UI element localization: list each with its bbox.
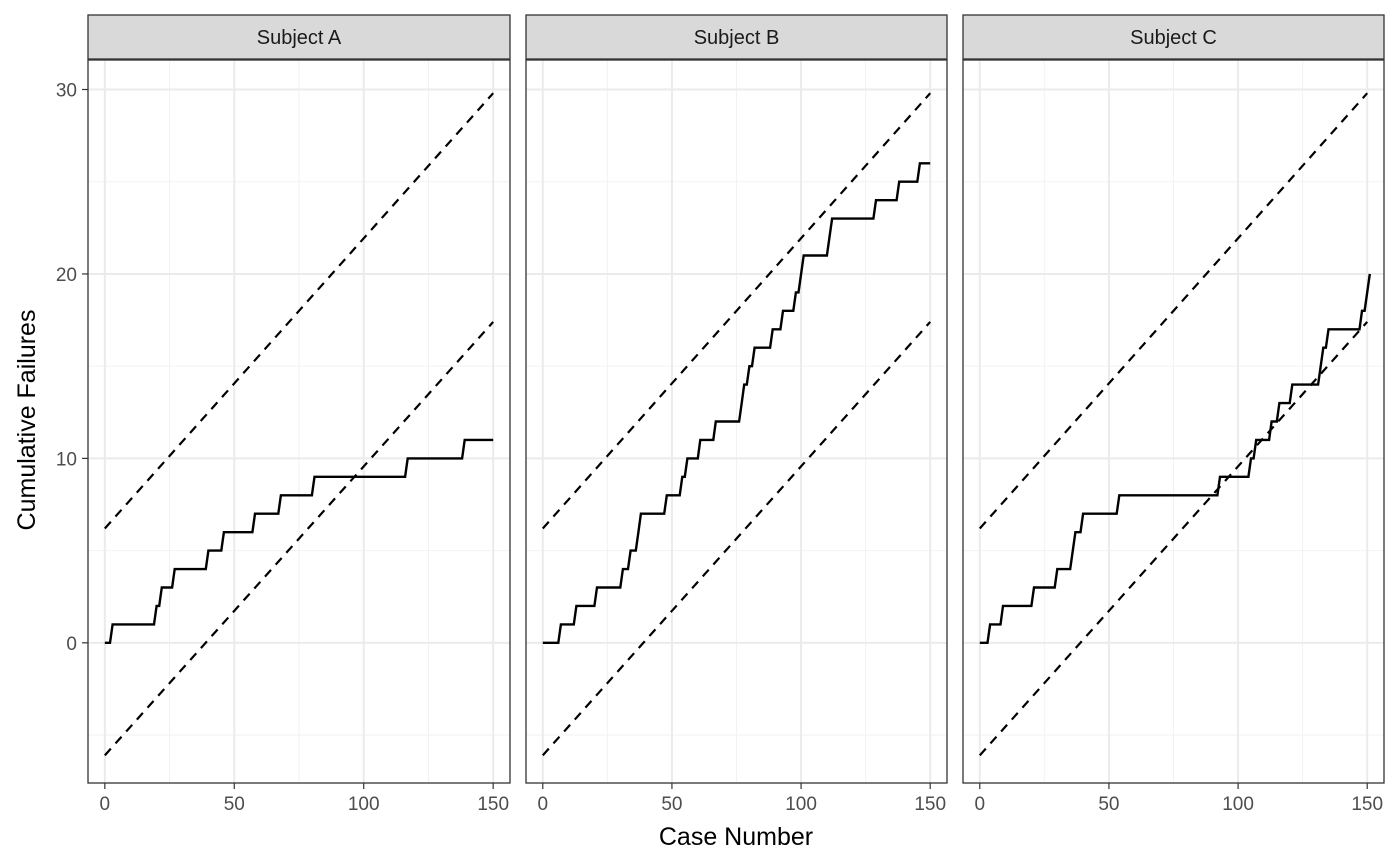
panel-border	[962, 59, 1385, 784]
facet-panel: Subject A 0 50 100 150	[87, 14, 511, 815]
lower-bound-line	[541, 321, 932, 757]
y-axis-title: Cumulative Failures	[13, 310, 41, 531]
x-tick-label: 150	[914, 794, 946, 815]
upper-bound-line	[978, 92, 1369, 530]
y-tick-label: 20	[56, 265, 77, 286]
y-tick-label: 30	[56, 81, 77, 102]
x-tick-label: 0	[537, 794, 548, 815]
cumulative-failures-line	[104, 438, 494, 644]
facet-panel: Subject C 0 50 100 150	[962, 14, 1385, 815]
x-tick-label: 150	[477, 794, 509, 815]
x-tick-label: 100	[348, 794, 380, 815]
facet-strip-label: Subject A	[257, 27, 342, 49]
facet-strip	[525, 14, 948, 60]
x-tick-label: 100	[785, 794, 817, 815]
facet-panel: Subject B 0 50 100 150	[525, 14, 948, 815]
cumulative-failures-line	[979, 273, 1371, 644]
x-tick-label: 0	[100, 794, 111, 815]
facet-strip	[962, 14, 1385, 60]
x-tick-label: 150	[1351, 794, 1383, 815]
upper-bound-line	[541, 92, 932, 530]
facet-strip-label: Subject C	[1130, 27, 1217, 49]
x-tick-label: 50	[1098, 794, 1119, 815]
x-tick-label: 100	[1222, 794, 1254, 815]
x-tick-label: 50	[661, 794, 682, 815]
x-tick-label: 0	[974, 794, 985, 815]
x-axis-title: Case Number	[659, 823, 813, 851]
lower-bound-line	[978, 321, 1369, 757]
y-tick-label: 0	[66, 634, 77, 655]
y-axis: 0 10 20 30	[56, 81, 88, 655]
x-tick-label: 50	[224, 794, 245, 815]
panel-border	[87, 59, 511, 784]
cumulative-failures-line	[542, 162, 931, 644]
lower-bound-line	[104, 321, 494, 757]
panel-border	[525, 59, 948, 784]
upper-bound-line	[104, 92, 494, 530]
facet-strip	[87, 14, 511, 60]
facet-strip-label: Subject B	[694, 27, 780, 49]
y-tick-label: 10	[56, 449, 77, 470]
